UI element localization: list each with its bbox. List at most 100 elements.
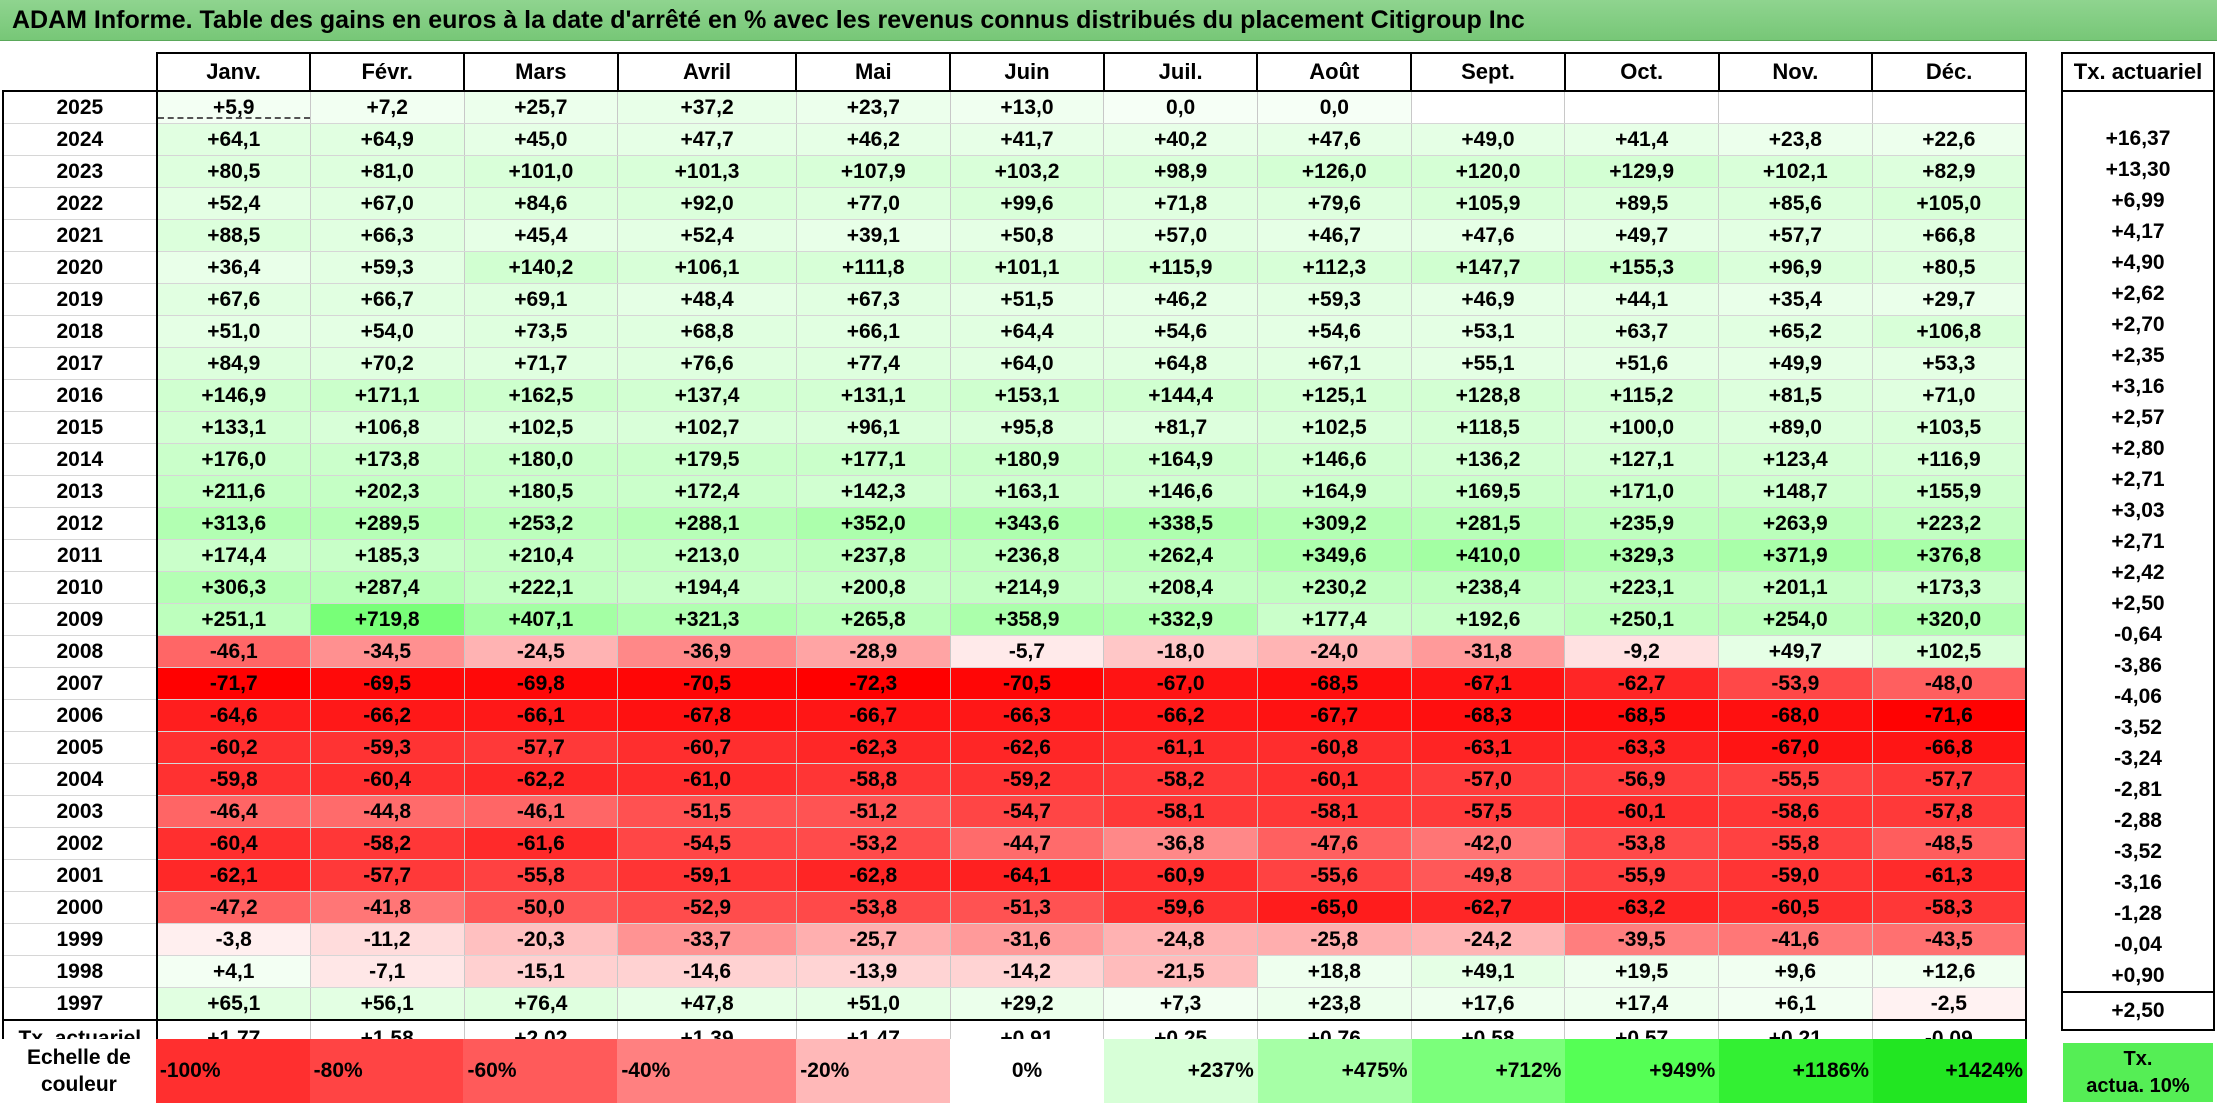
scale-rate-legend: Tx. actua. 10% — [2063, 1043, 2213, 1102]
year-label: 2004 — [2, 763, 158, 796]
gain-cell: +103,2 — [950, 155, 1105, 188]
gain-cell: -57,5 — [1411, 795, 1566, 828]
gain-cell: -53,2 — [796, 827, 951, 860]
table-row: 2022 +52,4 +67,0 +84,6 +92,0 +77,0 +99,6 +71,8 +… — [2, 187, 2027, 220]
year-label: 2018 — [2, 315, 158, 348]
gain-cell: -33,7 — [617, 923, 797, 956]
year-label: 2008 — [2, 635, 158, 668]
gain-cell: +101,0 — [464, 155, 619, 188]
gain-cell: +23,8 — [1257, 987, 1412, 1021]
month-header: Juin — [949, 52, 1105, 92]
gain-cell: +180,9 — [950, 443, 1105, 476]
gain-cell: -43,5 — [1872, 923, 2027, 956]
gain-cell: -61,0 — [617, 763, 797, 796]
year-label: 2000 — [2, 891, 158, 924]
gain-cell: +96,9 — [1718, 251, 1873, 284]
gain-cell: -59,2 — [950, 763, 1105, 796]
gain-cell: -62,2 — [464, 763, 619, 796]
rate-cell: +2,35 — [2061, 340, 2215, 371]
gain-cell: -61,6 — [464, 827, 619, 860]
table-row: 2013 +211,6 +202,3 +180,5 +172,4 +142,3 +163,1… — [2, 475, 2027, 508]
gain-cell: +71,8 — [1103, 187, 1258, 220]
gain-cell: +172,4 — [617, 475, 797, 508]
gain-cell: +71,0 — [1872, 379, 2027, 412]
rate-cell: +16,37 — [2061, 123, 2215, 154]
gain-cell: +49,1 — [1411, 955, 1566, 988]
gain-cell: -5,7 — [950, 635, 1105, 668]
gain-cell: +59,3 — [310, 251, 465, 284]
gain-cell: +80,5 — [156, 155, 311, 188]
gain-cell: -24,2 — [1411, 923, 1566, 956]
gain-cell — [1718, 91, 1873, 124]
gain-cell: -66,7 — [796, 699, 951, 732]
gain-cell: +46,9 — [1411, 283, 1566, 316]
gain-cell: +253,2 — [464, 507, 619, 540]
gain-cell: -67,1 — [1411, 667, 1566, 700]
gain-cell: +309,2 — [1257, 507, 1412, 540]
gain-cell: -68,5 — [1564, 699, 1719, 732]
rate-cell: -3,16 — [2061, 867, 2215, 898]
year-label: 2005 — [2, 731, 158, 764]
gain-cell: +77,4 — [796, 347, 951, 380]
scale-label-line2: couleur — [40, 1073, 117, 1096]
gain-cell: +106,1 — [617, 251, 797, 284]
gain-cell: -63,2 — [1564, 891, 1719, 924]
gain-cell: -72,3 — [796, 667, 951, 700]
gain-cell: -57,7 — [1872, 763, 2027, 796]
gain-cell: 0,0 — [1103, 91, 1258, 124]
gain-cell: +49,0 — [1411, 123, 1566, 156]
rate-cell: -3,52 — [2061, 836, 2215, 867]
gain-cell: -62,7 — [1411, 891, 1566, 924]
gain-cell: +89,0 — [1718, 411, 1873, 444]
gain-cell: +125,1 — [1257, 379, 1412, 412]
gain-cell: +65,2 — [1718, 315, 1873, 348]
gain-cell: +180,5 — [464, 475, 619, 508]
gain-cell: +7,2 — [310, 91, 465, 124]
table-row: 2004 -59,8 -60,4 -62,2 -61,0 -58,8 -59,2 -58,2-… — [2, 763, 2027, 796]
year-label: 2016 — [2, 379, 158, 412]
table-row: 2017 +84,9 +70,2 +71,7 +76,6 +77,4 +64,0 +64,8 +… — [2, 347, 2027, 380]
gain-cell: -60,4 — [310, 763, 465, 796]
rate-cell: +13,30 — [2061, 154, 2215, 185]
gain-cell: +164,9 — [1257, 475, 1412, 508]
month-header: Mars — [463, 52, 619, 92]
gain-cell: +153,1 — [950, 379, 1105, 412]
gain-cell: -51,5 — [617, 795, 797, 828]
gain-cell: +103,5 — [1872, 411, 2027, 444]
gain-cell: +147,7 — [1411, 251, 1566, 284]
gain-cell: -25,8 — [1257, 923, 1412, 956]
gain-cell: +140,2 — [464, 251, 619, 284]
gain-cell: -39,5 — [1564, 923, 1719, 956]
gain-cell: -9,2 — [1564, 635, 1719, 668]
gain-cell: -60,2 — [156, 731, 311, 764]
gain-cell: +40,2 — [1103, 123, 1258, 156]
gain-cell: +56,1 — [310, 987, 465, 1021]
table-row: 2008 -46,1 -34,5 -24,5 -36,9 -28,9 -5,7 -18,0 -2… — [2, 635, 2027, 668]
year-label: 2017 — [2, 347, 158, 380]
gain-cell: -70,5 — [950, 667, 1105, 700]
gain-cell: -58,2 — [310, 827, 465, 860]
year-label: 2011 — [2, 539, 158, 572]
gain-cell: +19,5 — [1564, 955, 1719, 988]
gain-cell: -58,1 — [1103, 795, 1258, 828]
table-row: 2021 +88,5 +66,3 +45,4 +52,4 +39,1 +50,8 +57,0 +… — [2, 219, 2027, 252]
month-header: Sept. — [1410, 52, 1566, 92]
table-row: 2018 +51,0 +54,0 +73,5 +68,8 +66,1 +64,4 +54,6 +… — [2, 315, 2027, 348]
gain-cell: +263,9 — [1718, 507, 1873, 540]
rate-cell: +2,57 — [2061, 402, 2215, 433]
gain-cell: +49,7 — [1564, 219, 1719, 252]
gain-cell: +65,1 — [156, 987, 311, 1021]
gain-cell: -60,8 — [1257, 731, 1412, 764]
gain-cell: +73,5 — [464, 315, 619, 348]
gain-cell — [1564, 91, 1719, 124]
gain-cell: -46,1 — [464, 795, 619, 828]
table-row: 2007 -71,7 -69,5 -69,8 -70,5 -72,3 -70,5 -67,0-… — [2, 667, 2027, 700]
gain-cell: +144,4 — [1103, 379, 1258, 412]
rate-cell: -3,24 — [2061, 743, 2215, 774]
gain-cell: +112,3 — [1257, 251, 1412, 284]
gain-cell: +230,2 — [1257, 571, 1412, 604]
rate-cell: +2,62 — [2061, 278, 2215, 309]
gain-cell: -60,1 — [1564, 795, 1719, 828]
gain-cell: +59,3 — [1257, 283, 1412, 316]
month-header: Déc. — [1871, 52, 2027, 92]
